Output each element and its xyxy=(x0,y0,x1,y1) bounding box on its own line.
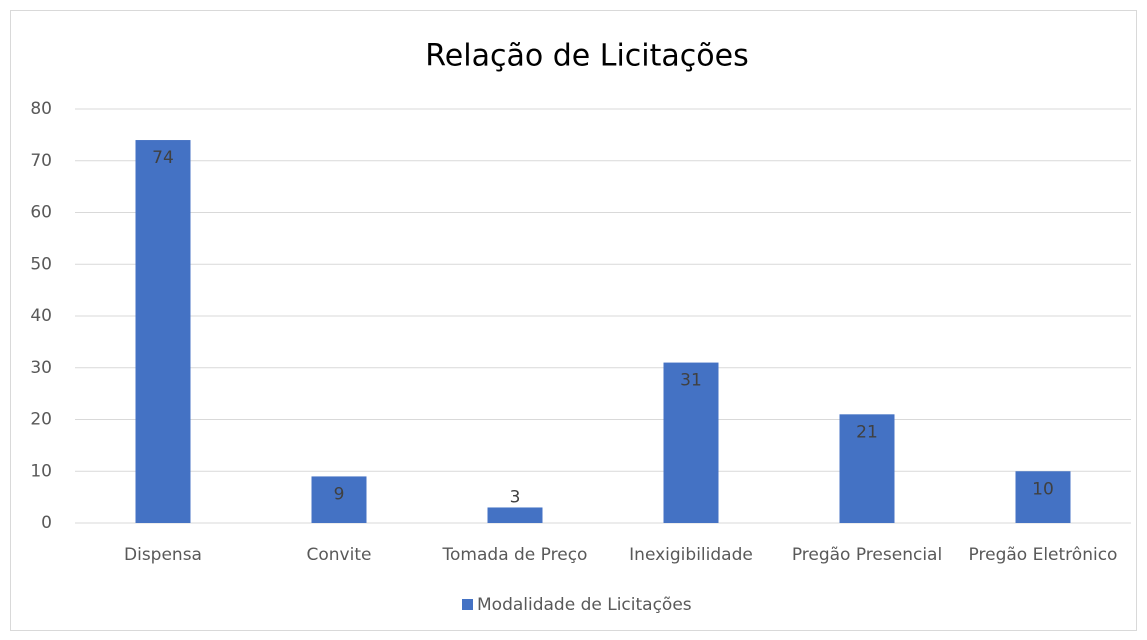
chart-title: Relação de Licitações xyxy=(425,39,748,74)
data-label: 10 xyxy=(1032,479,1054,499)
x-tick-label: Tomada de Preço xyxy=(442,545,588,565)
data-label: 3 xyxy=(510,487,521,507)
x-tick-label: Pregão Presencial xyxy=(792,545,942,565)
y-tick-label: 30 xyxy=(30,358,52,378)
y-tick-label: 60 xyxy=(30,203,52,223)
y-tick-label: 80 xyxy=(30,99,52,119)
bar xyxy=(839,414,895,523)
bar xyxy=(487,507,543,523)
bar xyxy=(1015,471,1071,523)
data-label: 31 xyxy=(680,371,702,391)
bar xyxy=(663,362,719,523)
y-tick-label: 50 xyxy=(30,254,52,274)
y-tick-label: 40 xyxy=(30,306,52,326)
y-tick-label: 70 xyxy=(30,151,52,171)
x-tick-label: Pregão Eletrônico xyxy=(969,545,1118,565)
legend-swatch xyxy=(462,599,473,610)
bar xyxy=(311,476,367,523)
x-tick-label: Inexigibilidade xyxy=(629,545,753,565)
x-tick-label: Convite xyxy=(307,545,372,565)
data-label: 74 xyxy=(152,148,174,168)
bar xyxy=(135,140,191,524)
data-label: 21 xyxy=(856,422,878,442)
chart-frame xyxy=(10,10,1137,631)
y-tick-label: 10 xyxy=(30,461,52,481)
data-label: 9 xyxy=(334,484,345,504)
x-tick-label: Dispensa xyxy=(124,545,202,565)
y-tick-label: 20 xyxy=(30,410,52,430)
y-tick-label: 0 xyxy=(41,513,52,533)
legend-label: Modalidade de Licitações xyxy=(477,595,692,615)
